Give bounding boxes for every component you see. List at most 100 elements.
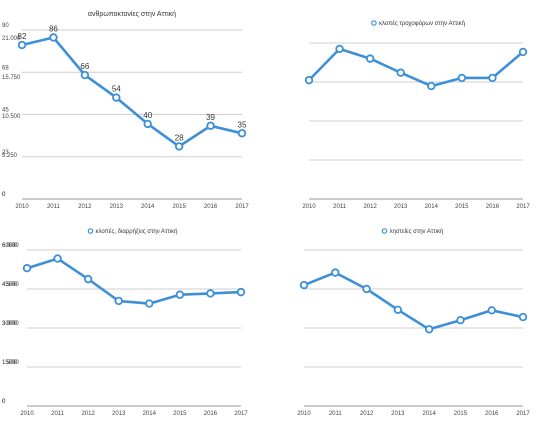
x-tick-label: 2014 <box>143 411 157 417</box>
data-point <box>145 299 154 308</box>
y-tick-label: 15.750 <box>2 75 21 81</box>
legend-label: ληστείες στην Αττική <box>390 228 444 235</box>
x-tick-label: 2016 <box>204 411 218 417</box>
data-point <box>174 142 184 151</box>
data-point <box>49 33 58 42</box>
data-label: 82 <box>18 32 27 41</box>
x-tick-label: 2014 <box>425 204 439 210</box>
x-tick-label: 2012 <box>360 411 374 417</box>
data-label: 66 <box>80 62 89 71</box>
x-tick-label: 2016 <box>485 411 499 417</box>
x-tick-label: 2015 <box>455 204 469 210</box>
y-tick-label: 45 <box>2 108 9 114</box>
legend-marker <box>87 228 94 234</box>
x-tick-label: 2010 <box>297 411 311 417</box>
data-point <box>17 40 27 50</box>
series-line <box>21 36 243 148</box>
x-tick-label: 2017 <box>235 204 249 210</box>
data-point <box>362 284 371 294</box>
y-tick-label: 45000 <box>2 282 19 288</box>
x-tick-label: 2012 <box>363 204 377 210</box>
data-point <box>518 312 528 322</box>
x-tick-label: 2016 <box>204 204 218 210</box>
x-tick-label: 2015 <box>454 411 468 417</box>
data-point <box>304 75 314 85</box>
x-tick-label: 2016 <box>486 204 500 210</box>
y-tick-label: 21.000 <box>2 36 21 42</box>
data-point <box>53 254 62 263</box>
series-line <box>308 47 524 88</box>
x-tick-label: 2012 <box>78 204 92 210</box>
x-tick-label: 2010 <box>20 411 34 417</box>
data-point <box>80 70 90 80</box>
data-point <box>114 296 123 306</box>
data-point <box>206 121 215 130</box>
data-point <box>457 73 467 83</box>
y-tick-label: 4.500 <box>2 282 18 288</box>
x-tick-label: 2011 <box>47 204 61 210</box>
x-tick-label: 2017 <box>516 204 530 210</box>
y-tick-label: 68 <box>2 65 9 71</box>
x-tick-label: 2011 <box>333 204 347 210</box>
series-line <box>303 271 524 331</box>
y-tick-label: 60000 <box>2 243 19 249</box>
data-label: 40 <box>143 111 152 120</box>
data-point <box>299 280 309 290</box>
x-tick-label: 2015 <box>172 204 186 210</box>
data-point <box>396 68 405 77</box>
x-tick-label: 2010 <box>15 204 29 210</box>
legend-marker <box>381 228 388 234</box>
chart-title: ανθρωποκτονίες στην Αττική <box>88 10 176 18</box>
data-point <box>83 274 93 284</box>
chart-1: 0 23 45 68 90 2010 2011 2012 2013 2014 2015 2016 201… <box>2 10 249 210</box>
chart-4: 0 1.500 3.000 4.500 6.000 2010 2011 2012 2013 201… <box>2 228 530 417</box>
y-tick-label: 3.000 <box>2 321 18 327</box>
y-tick-label: 1.500 <box>2 360 18 366</box>
y-tick-label: 5.250 <box>2 153 18 159</box>
data-point <box>335 44 344 54</box>
x-tick-label: 2013 <box>391 411 405 417</box>
x-tick-label: 2010 <box>302 204 316 210</box>
y-tick-label: 10.500 <box>2 114 21 120</box>
data-point <box>393 305 403 314</box>
data-point <box>487 306 496 315</box>
data-point <box>488 73 497 83</box>
y-tick-label: 0 <box>2 399 6 405</box>
y-tick-label: 15000 <box>2 360 19 366</box>
data-point <box>237 129 247 138</box>
legend-marker <box>371 20 377 26</box>
chart-3: 0 15000 30000 45000 60000 2010 2011 2012 2013 201… <box>2 228 248 417</box>
data-point <box>518 47 528 57</box>
legend-label: κλοπές, διαρρήξεις στην Αττική <box>96 228 178 235</box>
x-tick-label: 2017 <box>516 411 530 417</box>
x-tick-label: 2013 <box>112 411 126 417</box>
y-tick-label: 0 <box>2 399 6 405</box>
data-label: 28 <box>175 133 184 142</box>
x-tick-label: 2015 <box>173 411 187 417</box>
data-point <box>424 325 434 334</box>
y-tick-label: 23 <box>2 150 9 156</box>
x-tick-label: 2013 <box>110 204 124 210</box>
legend-label: κλοπές τροχοφόρων στην Αττική <box>379 20 465 27</box>
y-tick-label: 30000 <box>2 321 19 327</box>
chart-2: 0 5.250 10.500 15.750 21.000 2010 2011 2012 2013… <box>2 20 530 210</box>
data-point <box>456 316 465 325</box>
data-point <box>236 287 246 297</box>
x-tick-label: 2013 <box>394 204 408 210</box>
x-tick-label: 2012 <box>81 411 95 417</box>
data-label: 39 <box>206 113 215 122</box>
y-tick-label: 6.000 <box>2 243 18 249</box>
data-point <box>331 268 340 277</box>
y-tick-label: 90 <box>2 23 9 29</box>
data-label: 54 <box>112 85 121 94</box>
x-tick-label: 2014 <box>141 204 155 210</box>
data-label: 35 <box>238 120 247 129</box>
data-point <box>365 54 375 63</box>
x-tick-label: 2011 <box>51 411 65 417</box>
data-label: 86 <box>49 25 58 34</box>
x-tick-label: 2014 <box>422 411 436 417</box>
y-tick-label: 0 <box>2 192 6 198</box>
data-point <box>112 93 121 102</box>
data-point <box>175 290 185 299</box>
